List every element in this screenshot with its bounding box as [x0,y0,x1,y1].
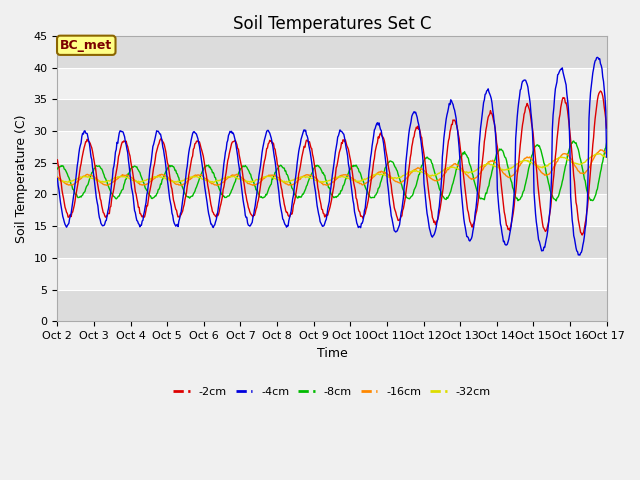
Bar [58,163,607,194]
Bar [58,258,607,289]
Bar [58,99,607,131]
Text: BC_met: BC_met [60,39,113,52]
Title: Soil Temperatures Set C: Soil Temperatures Set C [233,15,431,33]
Bar [58,36,607,68]
Bar [58,68,607,99]
X-axis label: Time: Time [317,347,348,360]
Y-axis label: Soil Temperature (C): Soil Temperature (C) [15,114,28,243]
Bar [58,226,607,258]
Bar [58,289,607,321]
Legend: -2cm, -4cm, -8cm, -16cm, -32cm: -2cm, -4cm, -8cm, -16cm, -32cm [168,383,495,401]
Bar [58,194,607,226]
Bar [58,131,607,163]
